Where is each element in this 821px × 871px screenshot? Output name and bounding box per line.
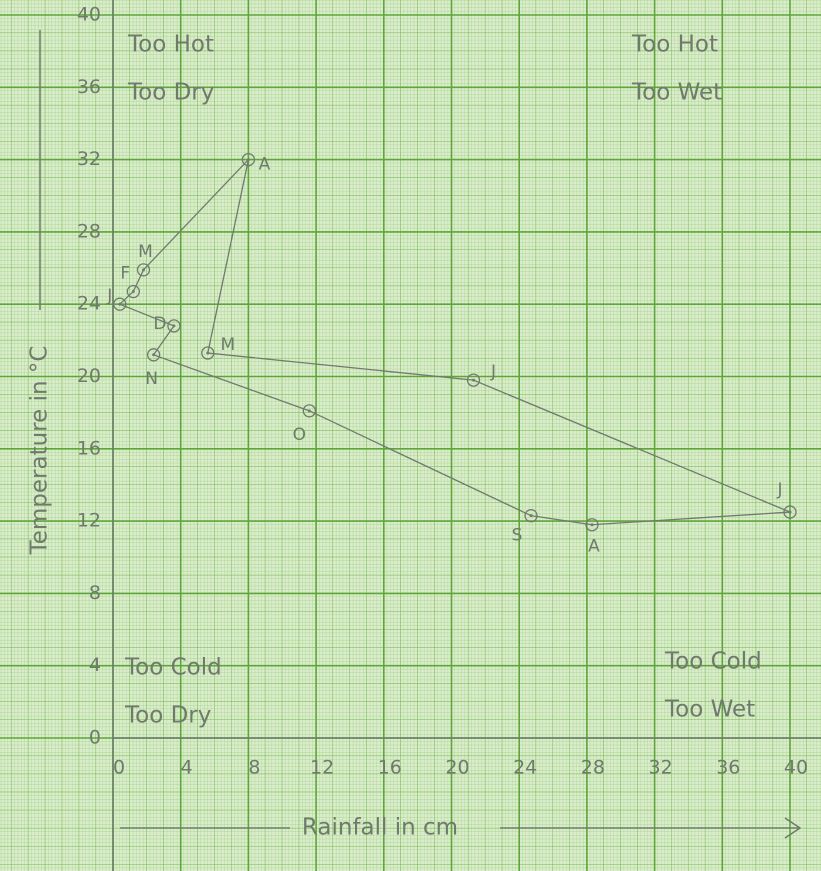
point-label: M bbox=[220, 335, 235, 355]
x-tick-label: 4 bbox=[181, 757, 193, 779]
data-point-dot bbox=[206, 352, 209, 355]
y-tick-label: 16 bbox=[77, 437, 101, 459]
annotation: Too Wet bbox=[664, 697, 755, 723]
point-label: J bbox=[776, 480, 782, 500]
annotation: Too Cold bbox=[124, 655, 222, 681]
y-tick-label: 32 bbox=[77, 148, 101, 170]
y-axis-label: Temperature in °C bbox=[27, 346, 53, 556]
x-tick-label: 24 bbox=[513, 757, 537, 779]
y-tick-label: 40 bbox=[77, 4, 101, 26]
point-label: A bbox=[588, 537, 600, 557]
annotation: Too Dry bbox=[124, 703, 211, 729]
x-tick-label: 0 bbox=[113, 757, 125, 779]
data-point-dot bbox=[247, 158, 250, 161]
x-tick-label: 20 bbox=[445, 757, 469, 779]
annotation: Too Dry bbox=[127, 80, 214, 106]
data-point-dot bbox=[172, 324, 175, 327]
point-label: S bbox=[512, 526, 523, 546]
y-tick-label: 36 bbox=[77, 76, 101, 98]
y-tick-label: 12 bbox=[77, 510, 101, 532]
x-tick-label: 16 bbox=[378, 757, 402, 779]
x-tick-label: 36 bbox=[716, 757, 740, 779]
point-label: N bbox=[145, 369, 158, 389]
annotation: Too Hot bbox=[631, 32, 718, 58]
point-label: O bbox=[293, 425, 306, 445]
x-tick-label: 40 bbox=[784, 757, 808, 779]
y-tick-label: 4 bbox=[89, 654, 101, 676]
data-point-dot bbox=[530, 514, 533, 517]
chart: JFMAMJJASOND Temperature in °C Rainfall … bbox=[0, 0, 821, 871]
data-point-dot bbox=[472, 379, 475, 382]
annotation: Too Hot bbox=[127, 32, 214, 58]
data-point-dot bbox=[142, 268, 145, 271]
point-label: J bbox=[490, 362, 496, 382]
x-tick-label: 28 bbox=[581, 757, 605, 779]
data-point-dot bbox=[132, 290, 135, 293]
x-tick-label: 32 bbox=[649, 757, 673, 779]
x-axis-label: Rainfall in cm bbox=[302, 815, 458, 841]
y-tick-label: 8 bbox=[89, 582, 101, 604]
data-point-dot bbox=[152, 353, 155, 356]
y-tick-label: 0 bbox=[89, 727, 101, 749]
data-point-dot bbox=[308, 409, 311, 412]
x-tick-label: 12 bbox=[310, 757, 334, 779]
x-tick-label: 8 bbox=[248, 757, 260, 779]
point-label: A bbox=[259, 155, 271, 175]
point-label: M bbox=[138, 242, 153, 262]
point-label: D bbox=[153, 314, 166, 334]
point-label: J bbox=[106, 286, 112, 306]
y-tick-label: 20 bbox=[77, 365, 101, 387]
y-tick-label: 28 bbox=[77, 220, 101, 242]
annotation: Too Cold bbox=[664, 649, 762, 675]
paper-grid bbox=[0, 0, 821, 871]
data-point-dot bbox=[118, 303, 121, 306]
point-label: F bbox=[120, 264, 130, 284]
annotation: Too Wet bbox=[631, 80, 722, 106]
data-point-dot bbox=[789, 511, 792, 514]
y-tick-label: 24 bbox=[77, 293, 101, 315]
data-point-dot bbox=[590, 523, 593, 526]
